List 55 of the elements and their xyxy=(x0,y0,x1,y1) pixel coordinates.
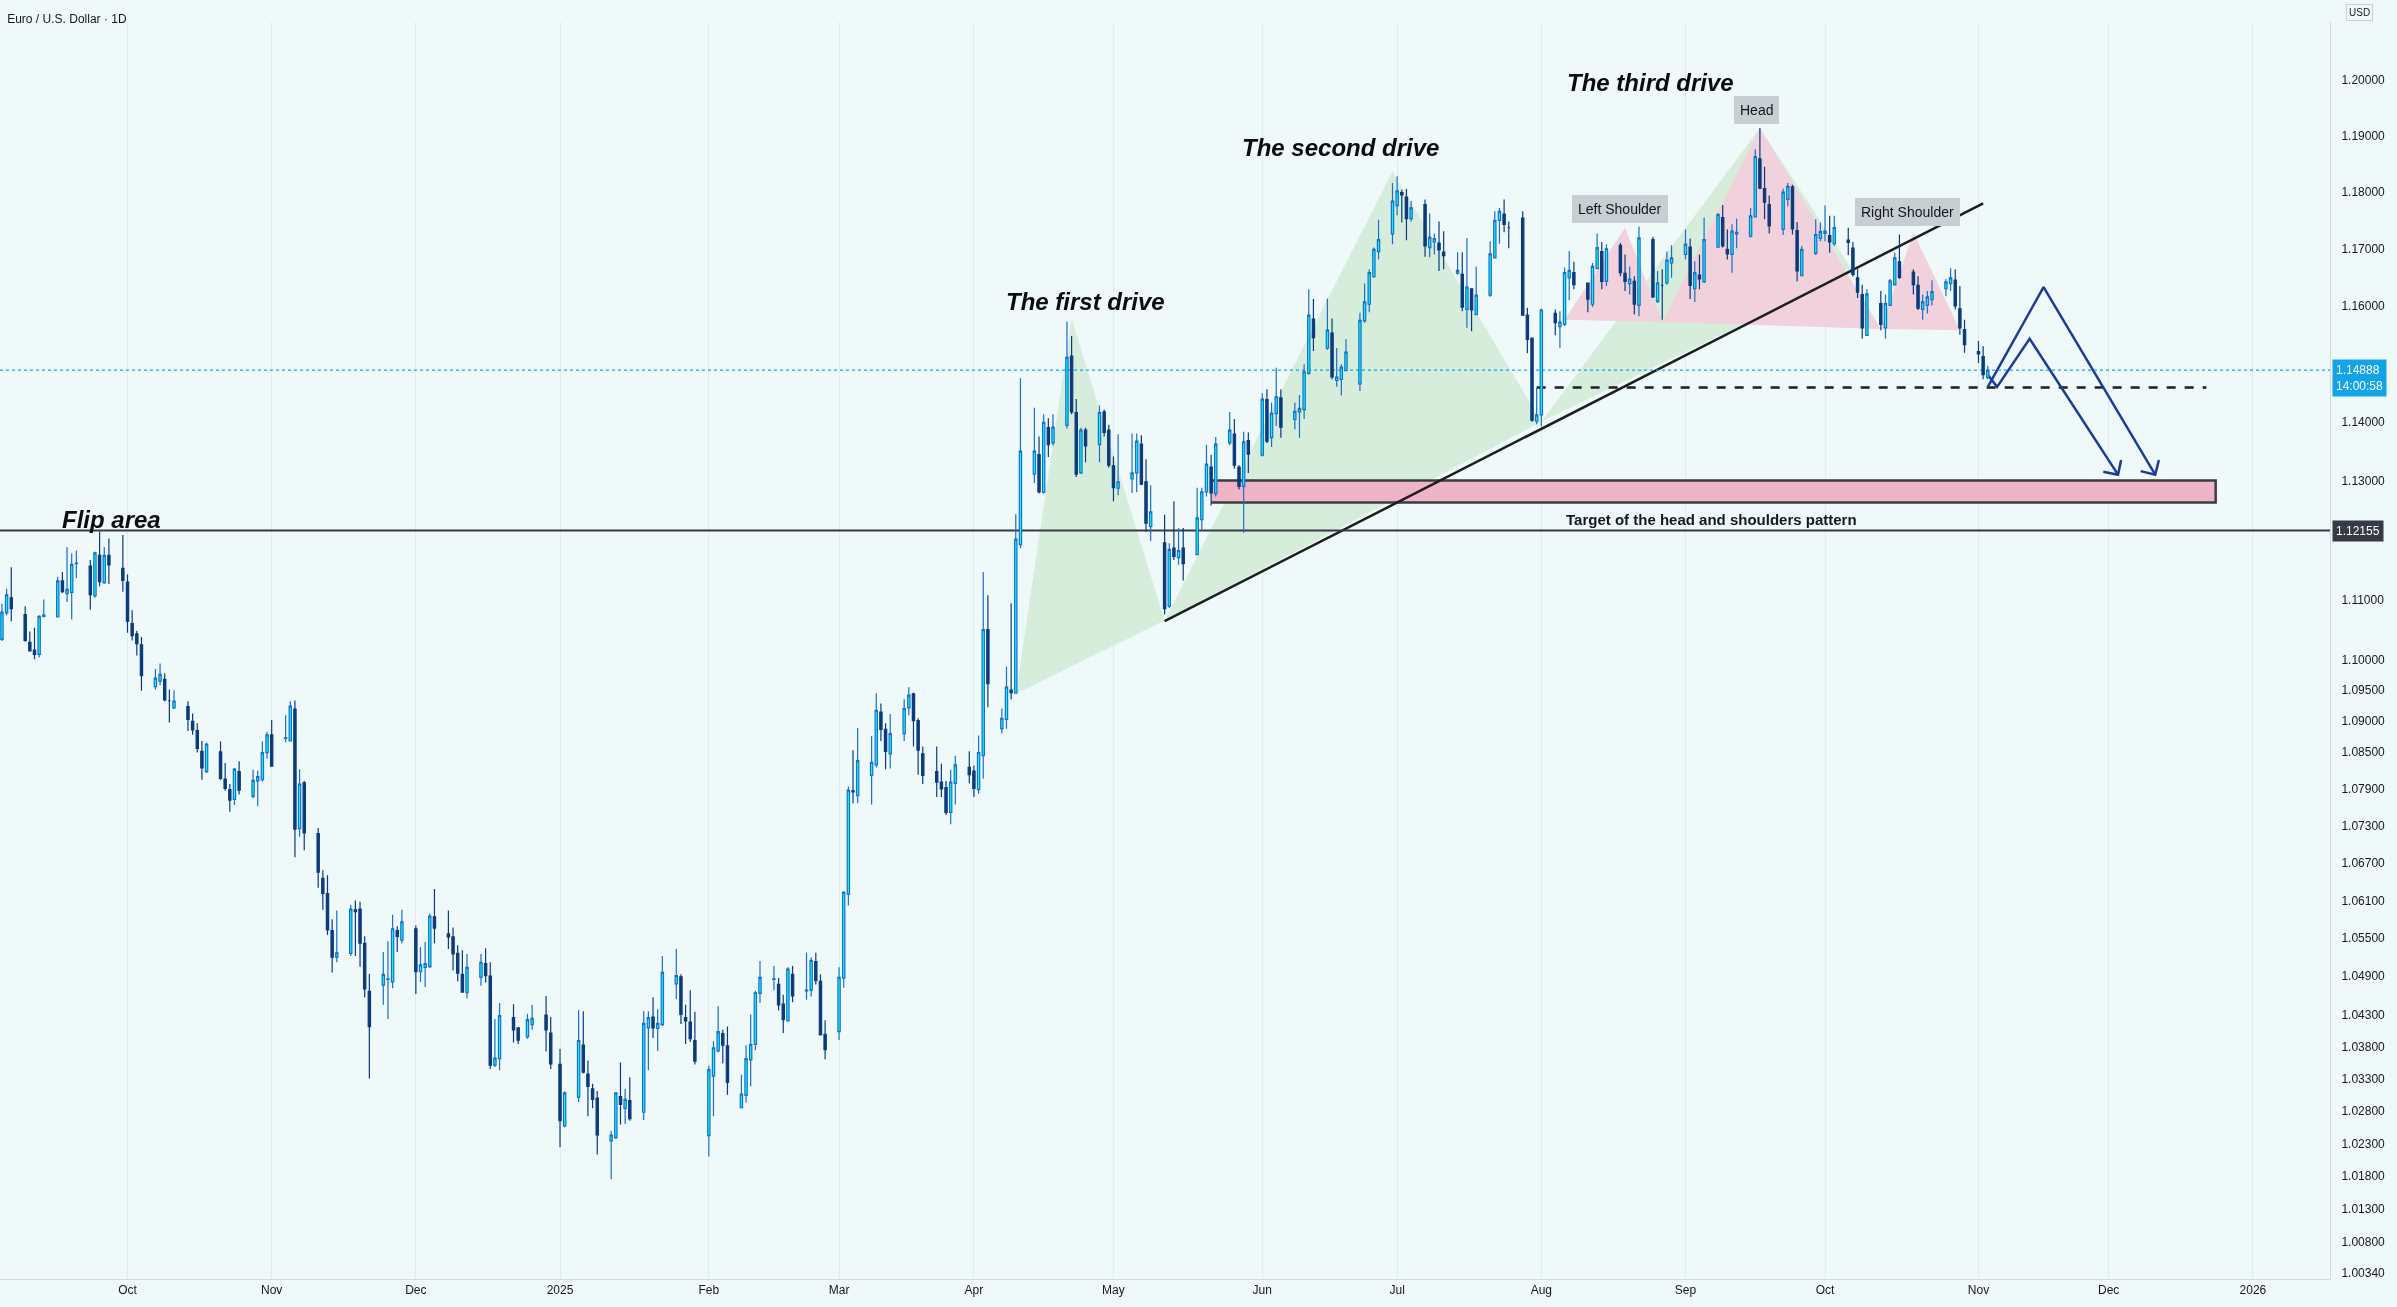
y-tick-label: 1.11000 xyxy=(2341,592,2385,607)
y-tick-label: 1.07900 xyxy=(2341,781,2386,796)
annotation: The first drive xyxy=(1006,288,1165,315)
y-tick-label: 1.08500 xyxy=(2341,744,2386,759)
x-tick-label: Dec xyxy=(2098,1283,2120,1298)
y-tick-label: 1.03300 xyxy=(2341,1071,2386,1086)
x-tick-label: Nov xyxy=(261,1283,283,1298)
annotation: Left Shoulder xyxy=(1578,201,1662,217)
annotation: The second drive xyxy=(1242,134,1440,161)
x-tick-label: Sep xyxy=(1674,1283,1697,1298)
y-tick-label: 1.17000 xyxy=(2341,241,2386,256)
x-tick-label: Nov xyxy=(1967,1283,1990,1298)
x-tick-label: May xyxy=(1102,1283,1125,1298)
y-tick-label: 1.07300 xyxy=(2341,818,2386,833)
y-axis-title: USD xyxy=(2349,7,2371,18)
annotation: The third drive xyxy=(1567,69,1734,96)
x-tick-label: Oct xyxy=(1815,1283,1836,1298)
y-tick-label: 1.02300 xyxy=(2341,1136,2386,1151)
y-tick-label: 1.04900 xyxy=(2341,969,2386,984)
y-tick-label: 1.03800 xyxy=(2341,1039,2386,1054)
y-tick-label: 1.20000 xyxy=(2341,73,2386,88)
ref-line-label: 1.12155 xyxy=(2336,524,2380,538)
y-tick-label: 1.00800 xyxy=(2341,1235,2386,1250)
y-tick-label: 1.19000 xyxy=(2341,129,2386,144)
y-tick-label: 1.01300 xyxy=(2341,1202,2386,1217)
x-tick-label: Mar xyxy=(828,1283,850,1298)
y-tick-label: 1.13000 xyxy=(2341,473,2386,488)
x-tick-label: Oct xyxy=(118,1283,138,1298)
x-tick-label: Aug xyxy=(1530,1283,1552,1298)
y-tick-label: 1.01800 xyxy=(2341,1169,2386,1184)
annotation: Flip area xyxy=(62,506,161,533)
annotation: Target of the head and shoulders pattern xyxy=(1566,511,1857,528)
x-tick-label: 2025 xyxy=(546,1283,574,1298)
y-tick-label: 1.04300 xyxy=(2341,1007,2386,1022)
x-tick-label: Apr xyxy=(964,1283,984,1298)
y-tick-label: 1.00340 xyxy=(2341,1265,2386,1280)
x-tick-label: Jun xyxy=(1252,1283,1272,1298)
x-tick-label: 2026 xyxy=(2239,1283,2267,1298)
x-tick-label: Feb xyxy=(698,1283,720,1298)
annotation: Right Shoulder xyxy=(1861,204,1954,220)
x-tick-label: Dec xyxy=(405,1283,427,1298)
y-tick-label: 1.14000 xyxy=(2341,415,2386,430)
annotation: Head xyxy=(1740,102,1774,118)
y-tick-label: 1.02800 xyxy=(2341,1104,2386,1119)
chart-title: Euro / U.S. Dollar · 1D xyxy=(7,11,127,26)
y-tick-label: 1.18000 xyxy=(2341,185,2386,200)
y-tick-label: 1.06100 xyxy=(2341,893,2386,908)
ref-line-label: 1.14888 14:00:58 xyxy=(2336,363,2384,393)
y-tick-label: 1.16000 xyxy=(2341,299,2386,314)
y-tick-label: 1.09500 xyxy=(2341,683,2386,698)
x-tick-label: Jul xyxy=(1389,1283,1405,1298)
y-tick-label: 1.06700 xyxy=(2341,856,2386,871)
y-tick-label: 1.10000 xyxy=(2341,653,2386,668)
y-tick-label: 1.09000 xyxy=(2341,713,2386,728)
y-tick-label: 1.05500 xyxy=(2341,931,2386,946)
